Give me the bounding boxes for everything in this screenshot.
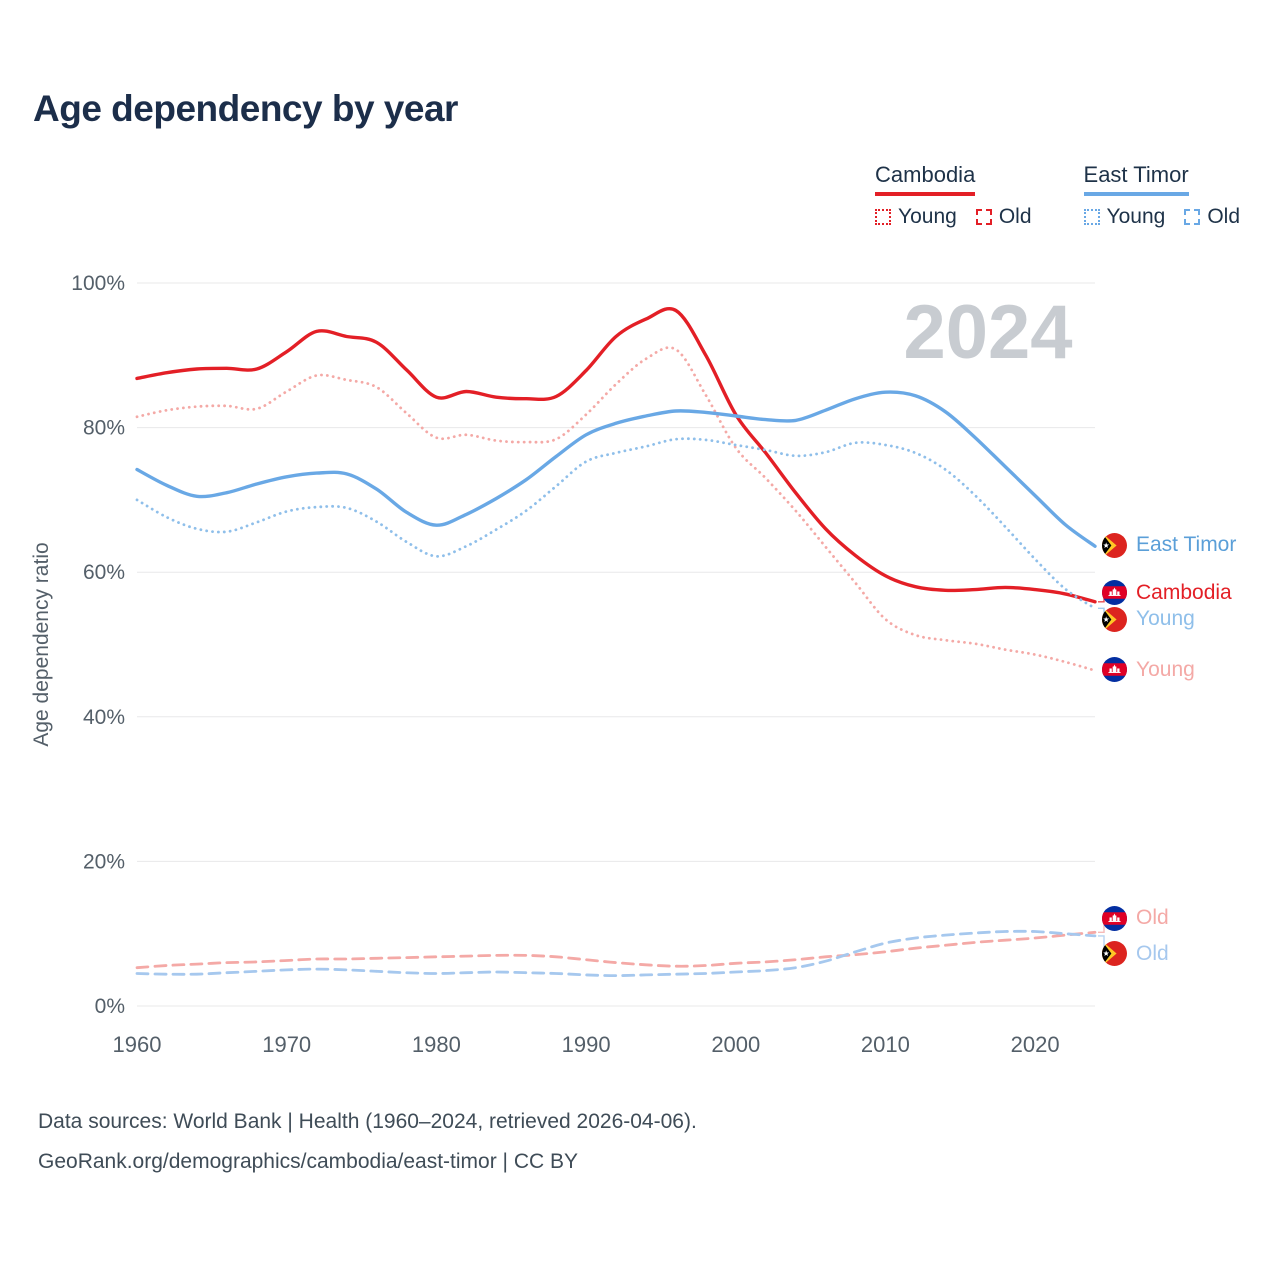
end-label-text: Young: [1136, 607, 1195, 631]
page-title: Age dependency by year: [33, 88, 458, 129]
x-tick-label: 2000: [711, 1032, 760, 1057]
series-end-label-east-timor-young: Young: [1102, 606, 1195, 632]
y-tick-label: 40%: [83, 706, 125, 729]
y-tick-label: 20%: [83, 850, 125, 873]
end-label-text: Old: [1136, 941, 1169, 965]
x-tick-label: 1980: [412, 1032, 461, 1057]
chart-legend: Cambodia Young Old East Timor Young Old: [875, 162, 1240, 229]
end-label-text: Cambodia: [1136, 580, 1232, 604]
series-end-label-east-timor-old: Old: [1102, 941, 1169, 967]
east-timor-flag-icon: [1102, 532, 1127, 558]
y-tick-label: 100%: [71, 272, 125, 295]
cambodia-flag-icon: [1102, 657, 1127, 683]
legend-group-cambodia: Cambodia Young Old: [875, 162, 1032, 229]
x-tick-label: 2020: [1011, 1032, 1060, 1057]
series-end-label-cambodia-total: Cambodia: [1102, 580, 1232, 606]
series-end-label-east-timor-total: East Timor: [1102, 532, 1237, 558]
east-timor-flag-icon: [1102, 606, 1127, 632]
end-label-text: East Timor: [1136, 533, 1237, 557]
series-end-label-cambodia-old: Old: [1102, 905, 1169, 931]
watermark-year: 2024: [903, 290, 1072, 375]
y-axis-title: Age dependency ratio: [30, 542, 53, 746]
cambodia-old-swatch-icon[interactable]: [975, 209, 992, 225]
east-timor-flag-icon: [1102, 941, 1127, 967]
cambodia-flag-icon: [1102, 905, 1127, 931]
x-tick-label: 2010: [861, 1032, 910, 1057]
attribution-line: GeoRank.org/demographics/cambodia/east-t…: [38, 1150, 579, 1173]
cambodia-young-swatch-icon[interactable]: [875, 209, 892, 225]
end-label-text: Young: [1136, 657, 1195, 681]
y-tick-label: 80%: [83, 417, 125, 440]
footer: Data sources: World Bank | Health (1960–…: [38, 1102, 697, 1182]
east-timor-old-swatch-icon[interactable]: [1184, 209, 1201, 225]
data-sources-line: Data sources: World Bank | Health (1960–…: [38, 1110, 697, 1133]
legend-label-east-timor-young[interactable]: Young: [1106, 205, 1166, 228]
legend-label-cambodia-young[interactable]: Young: [898, 205, 957, 228]
x-tick-label: 1960: [113, 1032, 162, 1057]
legend-country-east-timor[interactable]: East Timor: [1083, 162, 1189, 196]
east-timor-young-swatch-icon[interactable]: [1083, 209, 1100, 225]
series-cambodia-young: [135, 346, 1097, 672]
legend-label-cambodia-old[interactable]: Old: [998, 205, 1032, 228]
series-east-timor-total: [135, 390, 1097, 548]
cambodia-flag-icon: [1102, 580, 1127, 606]
y-tick-label: 0%: [95, 995, 125, 1018]
series-end-label-cambodia-young: Young: [1102, 657, 1195, 683]
series-cambodia-total: [135, 306, 1097, 604]
legend-group-east-timor: East Timor Young Old: [1083, 162, 1240, 229]
series-east-timor-old: [135, 929, 1097, 977]
end-label-text: Old: [1136, 906, 1169, 930]
x-tick-label: 1990: [562, 1032, 611, 1057]
legend-country-cambodia[interactable]: Cambodia: [875, 162, 976, 196]
legend-label-east-timor-old[interactable]: Old: [1207, 205, 1240, 228]
y-tick-label: 60%: [83, 561, 125, 584]
series-cambodia-old: [135, 930, 1097, 970]
series-east-timor-young: [135, 437, 1097, 610]
x-tick-label: 1970: [262, 1032, 311, 1057]
